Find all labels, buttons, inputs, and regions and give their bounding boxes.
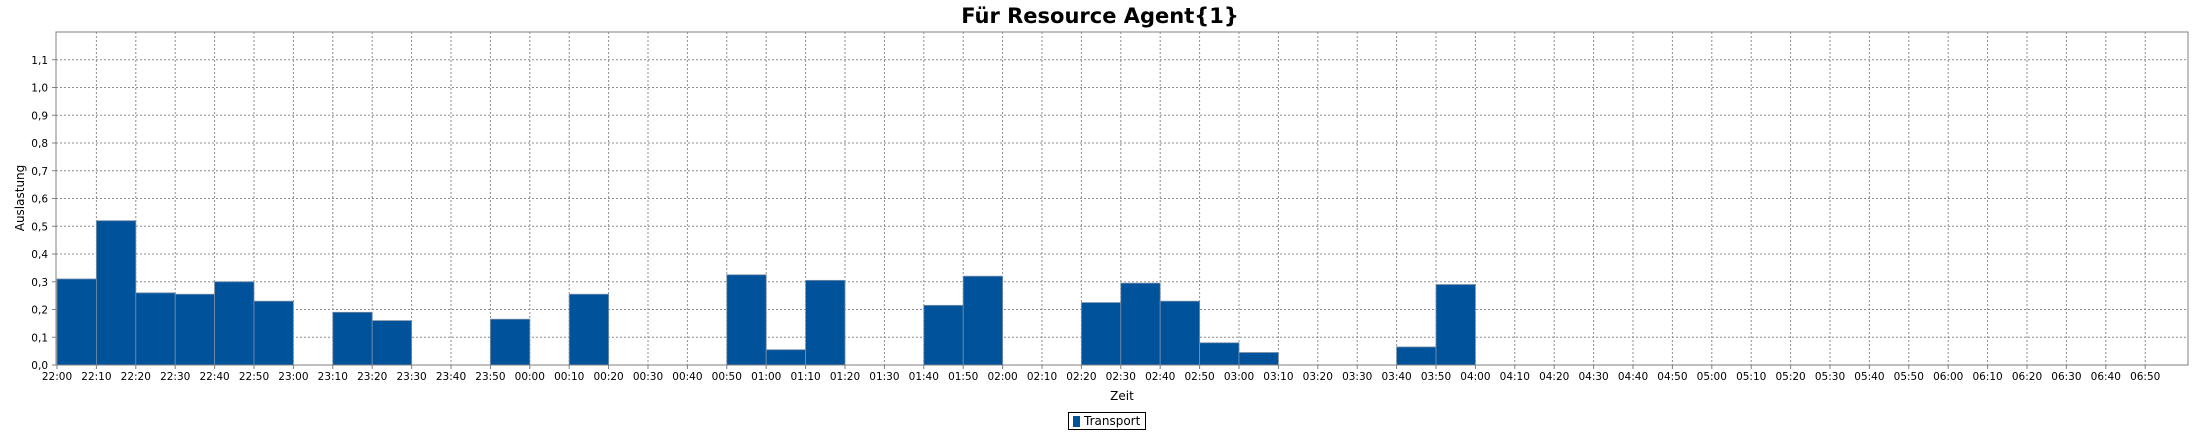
bar <box>1081 302 1122 366</box>
axes <box>52 32 2188 369</box>
x-tick-label: 00:00 <box>515 371 545 383</box>
x-tick-label: 23:20 <box>357 371 387 383</box>
bar <box>489 318 531 366</box>
bar <box>332 311 373 366</box>
bar <box>1159 300 1200 366</box>
y-tick-label: 0,2 <box>31 305 48 317</box>
x-tick-label: 22:20 <box>121 371 151 383</box>
y-tick-label: 1,0 <box>31 83 48 95</box>
bar <box>1238 352 1279 366</box>
bar <box>371 320 413 366</box>
x-tick-label: 23:10 <box>318 371 348 383</box>
y-tick-label: 0,1 <box>31 332 48 344</box>
bar <box>726 274 767 366</box>
x-tick-label: 02:30 <box>1106 371 1136 383</box>
bar <box>765 349 807 366</box>
x-tick-label: 04:40 <box>1618 371 1648 383</box>
x-tick-label: 02:10 <box>1027 371 1057 383</box>
x-tick-label: 06:40 <box>2091 371 2121 383</box>
bar <box>1435 284 1476 366</box>
x-tick-label: 02:40 <box>1145 371 1175 383</box>
bar <box>1396 346 1437 366</box>
x-tick-label: 05:40 <box>1854 371 1884 383</box>
x-tick-label: 03:50 <box>1421 371 1451 383</box>
x-tick-label: 23:50 <box>475 371 505 383</box>
x-tick-label: 04:20 <box>1539 371 1569 383</box>
x-axis-label: Zeit <box>1110 389 1134 403</box>
bar <box>923 304 964 366</box>
y-tick-label: 0,4 <box>31 249 48 261</box>
bar <box>568 293 610 366</box>
bar <box>1120 282 1161 366</box>
x-tick-label: 06:50 <box>2130 371 2160 383</box>
x-tick-label: 00:40 <box>672 371 702 383</box>
bar <box>174 293 215 366</box>
x-tick-label: 06:10 <box>1972 371 2002 383</box>
bar <box>56 278 97 366</box>
y-tick-label: 0,6 <box>31 194 48 206</box>
bar <box>1199 342 1240 366</box>
y-tick-label: 0,9 <box>31 110 48 122</box>
legend-label: Transport <box>1084 414 1141 428</box>
x-tick-label: 00:30 <box>633 371 663 383</box>
legend-swatch <box>1073 415 1080 427</box>
x-tick-label: 01:40 <box>909 371 939 383</box>
x-tick-label: 23:40 <box>436 371 466 383</box>
y-tick-label: 0,8 <box>31 138 48 150</box>
x-tick-label: 01:10 <box>790 371 820 383</box>
x-tick-label: 22:00 <box>42 371 72 383</box>
x-tick-label: 23:30 <box>396 371 426 383</box>
y-tick-label: 1,1 <box>31 55 48 67</box>
y-tick-label: 0,5 <box>31 221 48 233</box>
x-tick-label: 05:10 <box>1736 371 1766 383</box>
x-tick-label: 03:20 <box>1303 371 1333 383</box>
x-tick-label: 00:20 <box>593 371 623 383</box>
bar <box>805 279 846 366</box>
x-tick-label: 22:50 <box>239 371 269 383</box>
chart-title: Für Resource Agent{1} <box>961 4 1239 28</box>
x-tick-label: 03:00 <box>1224 371 1254 383</box>
x-tick-label: 01:30 <box>869 371 899 383</box>
y-tick-label: 0,3 <box>31 277 48 289</box>
y-tick-label: 0,0 <box>31 360 48 372</box>
tick-labels: 0,0 0,1 0,2 0,3 0,4 0,5 0,6 0,7 0,8 0,9 1,0 1,1 22:0… <box>13 55 2160 403</box>
x-tick-label: 04:00 <box>1460 371 1490 383</box>
x-tick-label: 03:30 <box>1342 371 1372 383</box>
x-tick-label: 06:00 <box>1933 371 1963 383</box>
bar <box>962 275 1004 366</box>
bar <box>135 292 176 366</box>
x-tick-label: 01:00 <box>751 371 781 383</box>
x-tick-label: 06:30 <box>2051 371 2081 383</box>
x-tick-label: 02:20 <box>1066 371 1096 383</box>
x-tick-label: 05:30 <box>1815 371 1845 383</box>
x-tick-label: 05:50 <box>1894 371 1924 383</box>
bar <box>253 300 294 366</box>
x-tick-label: 03:10 <box>1263 371 1293 383</box>
x-tick-label: 03:40 <box>1381 371 1411 383</box>
x-tick-label: 23:00 <box>278 371 308 383</box>
x-tick-label: 01:50 <box>948 371 978 383</box>
bar <box>214 281 255 366</box>
x-tick-label: 04:50 <box>1657 371 1687 383</box>
x-tick-label: 02:00 <box>987 371 1017 383</box>
bars <box>56 220 1476 366</box>
x-tick-label: 00:50 <box>712 371 742 383</box>
x-tick-label: 02:50 <box>1184 371 1214 383</box>
x-tick-label: 00:10 <box>554 371 584 383</box>
x-tick-label: 05:20 <box>1775 371 1805 383</box>
x-tick-label: 22:10 <box>81 371 111 383</box>
x-tick-label: 22:40 <box>199 371 229 383</box>
y-axis-label: Auslastung <box>13 165 27 232</box>
x-tick-label: 04:30 <box>1578 371 1608 383</box>
grid-lines <box>55 31 2189 366</box>
bar <box>96 220 137 366</box>
x-tick-label: 04:10 <box>1500 371 1530 383</box>
legend: Transport <box>1068 412 1147 430</box>
x-tick-label: 01:20 <box>830 371 860 383</box>
x-tick-label: 06:20 <box>2012 371 2042 383</box>
y-tick-label: 0,7 <box>31 166 48 178</box>
x-tick-label: 05:00 <box>1697 371 1727 383</box>
x-tick-label: 22:30 <box>160 371 190 383</box>
